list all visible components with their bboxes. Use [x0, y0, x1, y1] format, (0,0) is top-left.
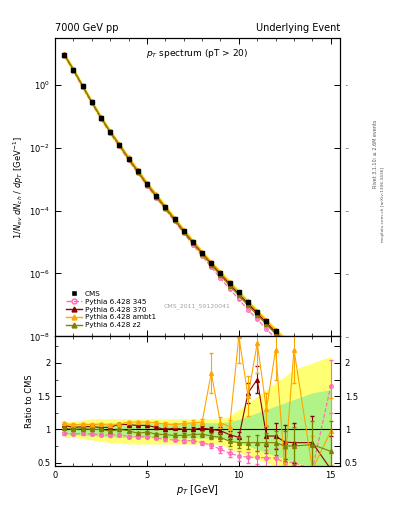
Y-axis label: Ratio to CMS: Ratio to CMS: [25, 374, 34, 428]
Legend: CMS, Pythia 6.428 345, Pythia 6.428 370, Pythia 6.428 ambt1, Pythia 6.428 z2: CMS, Pythia 6.428 345, Pythia 6.428 370,…: [64, 289, 157, 330]
X-axis label: $p_T$ [GeV]: $p_T$ [GeV]: [176, 482, 219, 497]
Text: 7000 GeV pp: 7000 GeV pp: [55, 23, 119, 33]
Y-axis label: $1/N_{ev}$ $dN_{ch}$ / $dp_T$ [GeV$^{-1}$]: $1/N_{ev}$ $dN_{ch}$ / $dp_T$ [GeV$^{-1}…: [12, 136, 26, 239]
Text: CMS_2011_S9120041: CMS_2011_S9120041: [164, 304, 231, 309]
Text: Rivet 3.1.10; ≥ 2.6M events: Rivet 3.1.10; ≥ 2.6M events: [373, 119, 378, 188]
Text: mcplots.cern.ch [arXiv:1306.3436]: mcplots.cern.ch [arXiv:1306.3436]: [381, 167, 385, 242]
Text: Underlying Event: Underlying Event: [256, 23, 340, 33]
Text: $p_T$ spectrum (pT > 20): $p_T$ spectrum (pT > 20): [146, 47, 249, 60]
